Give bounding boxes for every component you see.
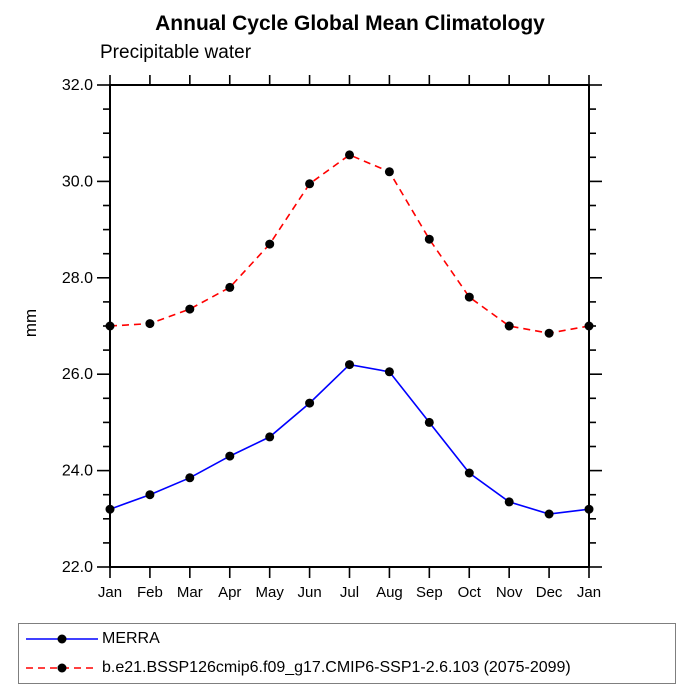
x-tick-label: Dec (536, 584, 563, 601)
series-0-marker (225, 451, 235, 461)
chart-title: Annual Cycle Global Mean Climatology (155, 12, 545, 35)
series-0-marker (105, 504, 115, 514)
legend-label-model: b.e21.BSSP126cmip6.f09_g17.CMIP6-SSP1-2.… (102, 659, 571, 676)
x-tick-label: Jan (98, 584, 122, 601)
series-1-marker (544, 328, 554, 338)
x-tick-label: Sep (416, 584, 443, 601)
series-1-marker (185, 304, 195, 314)
series-1-marker (225, 282, 235, 292)
y-tick-label: 22.0 (62, 559, 93, 576)
y-tick-label: 30.0 (62, 173, 93, 190)
series-line-1 (109, 153, 590, 335)
series-1-marker (345, 150, 354, 160)
series-1-marker (265, 239, 275, 249)
series-0-marker (145, 490, 155, 500)
series-0-marker (345, 360, 354, 370)
series-0-marker (544, 509, 554, 519)
series-0-marker (265, 432, 275, 442)
x-tick-label: Jun (297, 584, 321, 601)
series-1-marker (105, 321, 115, 331)
series-0-marker (384, 367, 394, 377)
series-1-marker (504, 321, 514, 331)
legend-line-model-icon (26, 663, 98, 673)
series-1-marker (305, 179, 315, 189)
legend-box: MERRA b.e21.BSSP126cmip6.f09_g17.CMIP6-S… (18, 623, 676, 684)
series-1-marker (424, 234, 434, 244)
x-tick-label: Jan (577, 584, 601, 601)
series-0-marker (504, 497, 514, 507)
legend-item-merra: MERRA (25, 625, 675, 654)
series-1-marker (464, 292, 474, 302)
series-0-marker (185, 473, 195, 483)
series-1-marker (384, 167, 394, 177)
chart-subtitle: Precipitable water (100, 42, 252, 63)
series-0-marker (464, 468, 474, 478)
legend-line-merra-icon (26, 634, 98, 644)
series-1-marker (145, 319, 155, 329)
x-tick-label: Feb (137, 584, 163, 601)
series-1-marker (584, 321, 594, 331)
x-tick-label: Aug (376, 584, 403, 601)
y-tick-label: 24.0 (62, 463, 93, 480)
x-tick-label: Nov (496, 584, 523, 601)
series-0-marker (424, 417, 434, 427)
x-tick-label: Mar (177, 584, 203, 601)
x-tick-label: Jul (340, 584, 359, 601)
series-0-marker (584, 504, 594, 514)
y-tick-label: 28.0 (62, 270, 93, 287)
x-tick-label: May (255, 584, 284, 601)
y-tick-label: 26.0 (62, 366, 93, 383)
legend-label-merra: MERRA (102, 630, 160, 647)
legend-item-model: b.e21.BSSP126cmip6.f09_g17.CMIP6-SSP1-2.… (25, 654, 675, 683)
x-tick-label: Oct (458, 584, 482, 601)
series-line-0 (109, 363, 590, 515)
y-tick-label: 32.0 (62, 77, 93, 94)
series-0-marker (305, 398, 315, 408)
x-tick-label: Apr (218, 584, 241, 601)
